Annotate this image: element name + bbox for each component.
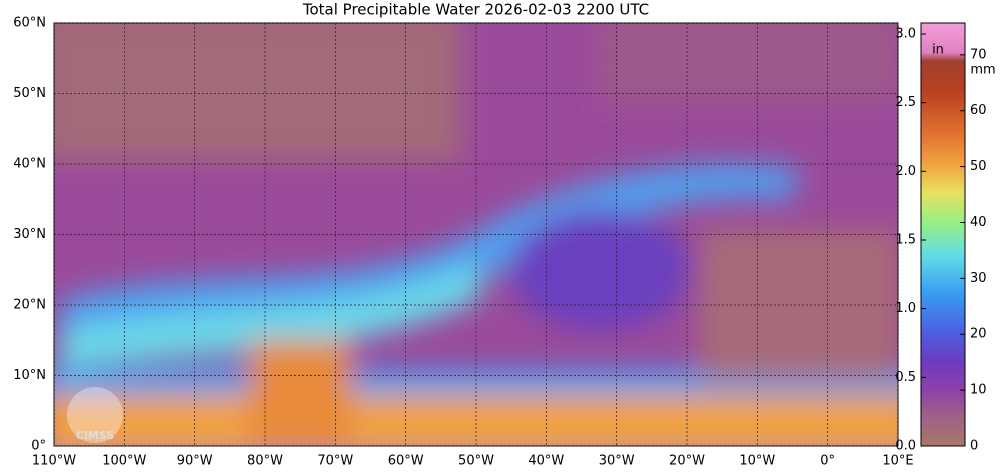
lat-label: 30°N [13,227,46,242]
lat-label: 0° [31,439,46,454]
lat-label: 60°N [13,16,46,31]
mm-tick-label: 60 [970,103,987,118]
lon-label: 10°W [739,454,775,469]
mm-tick-label: 70 [970,47,987,62]
lon-label: 20°W [669,454,705,469]
lon-label: 0° [820,454,835,469]
in-tick-label: 0.5 [895,370,916,385]
mm-tick-label: 30 [970,271,987,286]
lon-label: 40°W [528,454,564,469]
lon-label: 30°W [599,454,635,469]
lon-label: 70°W [317,454,353,469]
in-unit: in [932,43,944,58]
mm-tick-label: 0 [970,439,978,454]
in-tick-label: 1.5 [895,232,916,247]
lon-label: 60°W [388,454,424,469]
mm-tick-label: 20 [970,327,987,342]
mm-tick-label: 50 [970,159,987,174]
in-tick-label: 0.0 [895,439,916,454]
lon-label: 110°W [32,454,76,469]
logo-text: CIMSS [76,429,115,442]
in-tick-label: 2.0 [895,164,916,179]
in-tick-label: 1.0 [895,301,916,316]
lon-label: 10°E [882,454,913,469]
mm-unit: mm [970,63,995,78]
lon-label: 100°W [102,454,146,469]
mm-tick-label: 10 [970,383,987,398]
in-tick-label: 3.0 [895,26,916,41]
tpw-field [54,23,898,446]
mm-tick-label: 40 [970,215,987,230]
lat-label: 10°N [13,368,46,383]
logo: CIMSS [67,387,123,443]
lon-label: 50°W [458,454,494,469]
title: Total Precipitable Water 2026-02-03 2200… [302,1,649,19]
lat-label: 40°N [13,157,46,172]
colorbar [920,22,966,447]
lon-label: 90°W [177,454,213,469]
in-tick-label: 2.5 [895,95,916,110]
lat-label: 20°N [13,298,46,313]
lat-label: 50°N [13,86,46,101]
lon-label: 80°W [247,454,283,469]
